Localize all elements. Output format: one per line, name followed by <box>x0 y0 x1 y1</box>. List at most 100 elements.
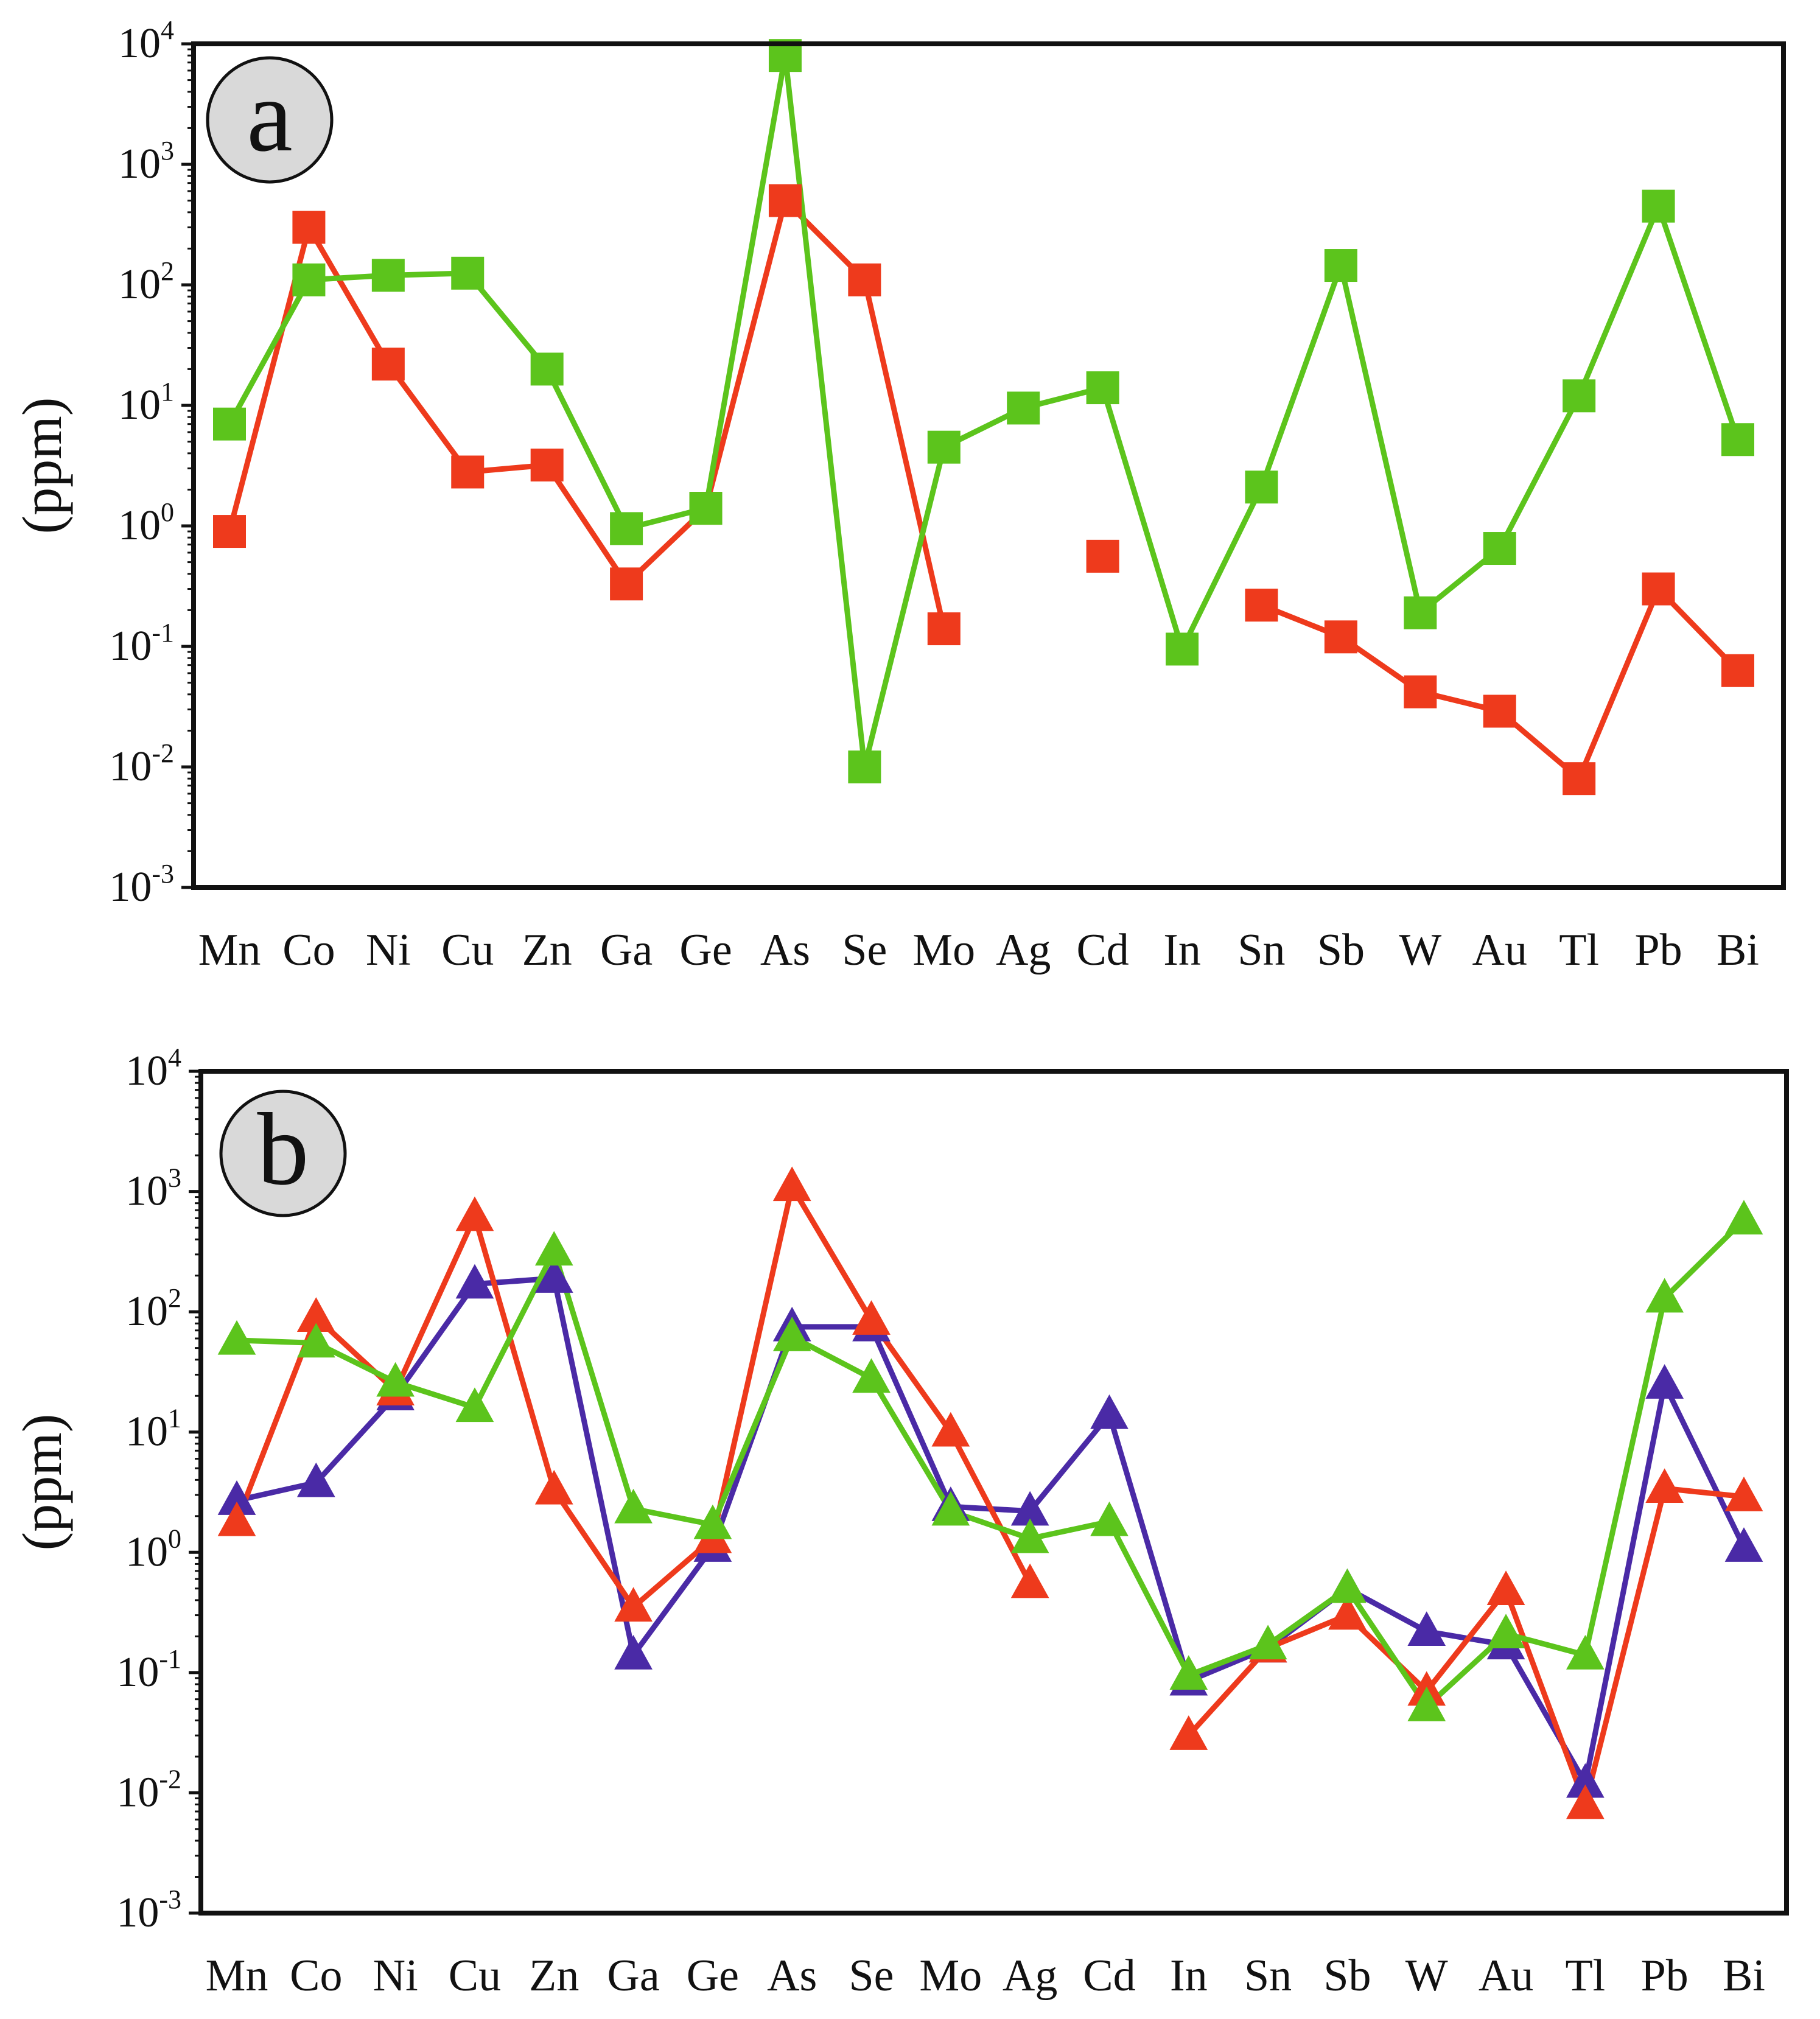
series-line-purple <box>1027 1412 1112 1514</box>
x-tick-label-sb: Sb <box>1317 925 1365 975</box>
data-point-red-sb <box>1328 1595 1367 1630</box>
series-line-red <box>393 1214 478 1394</box>
panel-letter-a: a <box>247 58 292 173</box>
data-point-red-se <box>852 1300 891 1335</box>
x-tick-label-mo: Mo <box>912 925 975 975</box>
data-point-purple-cd <box>1090 1394 1129 1429</box>
data-point-red-mn <box>213 515 246 548</box>
x-tick-label-tl: Tl <box>1559 925 1599 975</box>
data-point-green-sb <box>1328 1568 1367 1603</box>
y-tick-label: 100 <box>125 1524 181 1575</box>
x-tick-label-mn: Mn <box>198 925 261 975</box>
y-tick-label: 10-3 <box>109 859 174 911</box>
data-point-green-co <box>296 1323 335 1358</box>
data-point-green-sb <box>1324 249 1357 282</box>
data-point-green-in <box>1166 632 1199 666</box>
x-tick-label-cu: Cu <box>441 925 494 975</box>
series-layer-a <box>213 39 1754 796</box>
x-tick-labels-b: Mn Co Ni Cu Zn Ga Ge As Se Mo Ag Cd In Sn Sb W Au Tl Pb Bi <box>206 1951 1765 2001</box>
data-point-red-au <box>1483 695 1516 728</box>
series-line-purple <box>393 1281 478 1399</box>
data-point-green-cu <box>451 256 485 290</box>
panel-letter-b: b <box>257 1092 309 1206</box>
plot-frame-b <box>198 1069 1789 1916</box>
y-tick-labels-a: 104 103 102 101 100 10-1 10-2 10-3 <box>109 15 174 911</box>
data-point-red-cd <box>1086 539 1119 573</box>
data-point-green-ga <box>610 512 643 545</box>
x-tick-label-tl: Tl <box>1565 1951 1605 2001</box>
series-line-green <box>1503 1631 1588 1658</box>
series-line-purple <box>1662 1381 1747 1550</box>
y-tick-label: 103 <box>125 1163 181 1215</box>
y-axis-label-b: (ppm) <box>11 1414 73 1551</box>
series-line-green <box>1027 1519 1112 1542</box>
series-line-red <box>861 277 947 632</box>
data-point-green-ge <box>689 492 723 525</box>
data-point-green-sn <box>1248 1625 1287 1660</box>
x-tick-label-sb: Sb <box>1323 1951 1371 2001</box>
x-tick-label-cd: Cd <box>1083 1951 1135 2001</box>
x-tick-label-ge: Ge <box>687 1951 739 2001</box>
data-point-green-w <box>1407 1686 1446 1721</box>
series-line-red <box>1186 1645 1271 1738</box>
x-tick-label-ga: Ga <box>600 925 653 975</box>
series-line-red <box>948 1429 1033 1587</box>
y-tick-label: 10-3 <box>116 1884 181 1936</box>
x-tick-label-as: As <box>767 1951 817 2001</box>
data-point-red-mo <box>927 612 961 646</box>
data-point-red-tl <box>1563 762 1596 796</box>
data-point-green-co <box>292 263 326 296</box>
data-point-green-cd <box>1090 1501 1129 1536</box>
data-point-red-bi <box>1721 654 1754 687</box>
series-line-green <box>869 1375 954 1514</box>
series-line-purple <box>1503 1642 1588 1786</box>
x-tick-label-ag: Ag <box>996 925 1051 975</box>
data-point-purple-tl <box>1566 1763 1605 1798</box>
y-tick-label: 102 <box>125 1283 181 1335</box>
series-line-red <box>472 1214 557 1493</box>
data-point-green-au <box>1483 532 1516 565</box>
series-line-red <box>1582 1485 1668 1808</box>
x-tick-label-cu: Cu <box>449 1951 501 2001</box>
data-point-green-se <box>852 1358 891 1393</box>
data-point-green-bi <box>1721 423 1754 457</box>
x-tick-label-ag: Ag <box>1003 1951 1057 2001</box>
series-line-red <box>306 225 391 367</box>
data-point-red-pb <box>1645 1468 1684 1503</box>
series-line-green <box>1497 393 1582 551</box>
x-tick-label-ni: Ni <box>373 1951 418 2001</box>
x-tick-label-in: In <box>1170 1951 1208 2001</box>
series-line-purple <box>1582 1381 1668 1786</box>
y-tick-labels-b: 104 103 102 101 100 10-1 10-2 10-3 <box>116 1043 181 1936</box>
series-line-green <box>1258 262 1344 490</box>
data-point-green-pb <box>1645 1278 1684 1313</box>
y-tick-label: 104 <box>118 15 174 67</box>
data-point-green-ge <box>693 1504 732 1539</box>
x-tick-label-ga: Ga <box>607 1951 659 2001</box>
series-line-green <box>1582 1295 1668 1658</box>
data-point-red-ga <box>614 1587 653 1622</box>
series-line-green <box>710 1334 795 1528</box>
x-tick-label-pb: Pb <box>1635 925 1682 975</box>
series-line-red <box>1576 586 1662 782</box>
plot-frame-a <box>191 41 1786 890</box>
data-point-green-mn <box>213 407 246 441</box>
x-tick-label-co: Co <box>290 1951 342 2001</box>
data-point-green-sn <box>1245 471 1278 504</box>
data-point-red-as <box>772 1166 811 1202</box>
series-line-purple <box>234 1480 319 1503</box>
x-tick-label-zn: Zn <box>522 925 572 975</box>
y-tick-label: 101 <box>125 1404 181 1455</box>
data-point-green-ag <box>1010 1518 1049 1553</box>
x-tick-label-as: As <box>760 925 810 975</box>
data-point-red-w <box>1404 675 1437 709</box>
data-point-red-se <box>848 263 881 296</box>
data-point-green-ga <box>614 1488 653 1524</box>
y-tick-label: 10-2 <box>116 1764 181 1816</box>
series-line-green <box>551 1248 637 1512</box>
data-point-green-au <box>1486 1614 1525 1648</box>
data-point-green-ni <box>371 259 405 292</box>
series-line-red <box>1503 1587 1588 1808</box>
data-point-red-sb <box>1324 620 1357 654</box>
series-line-red <box>710 1183 795 1542</box>
